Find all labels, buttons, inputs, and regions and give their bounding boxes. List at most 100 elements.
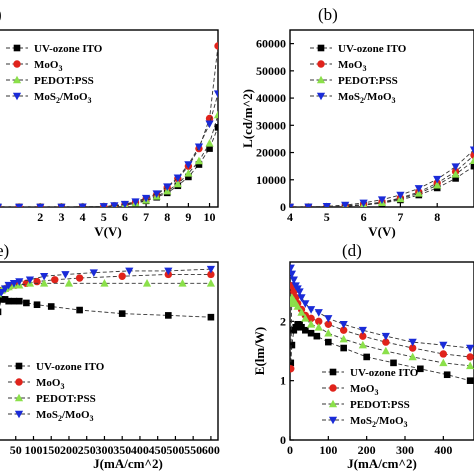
data-point: [195, 161, 203, 168]
data-point: [99, 203, 108, 207]
data-point: [377, 196, 387, 204]
series-3: [0, 90, 218, 207]
series-line: [0, 93, 218, 207]
legend-label: UV-ozone ITO: [350, 367, 419, 379]
data-point: [301, 314, 310, 322]
data-point: [118, 272, 126, 280]
data-point: [213, 90, 218, 99]
x-tick-label: 100: [319, 443, 337, 457]
x-axis-title: J(mA/cm^2): [347, 456, 417, 471]
data-point: [76, 306, 83, 314]
legend-entry: MoO3: [6, 59, 62, 73]
x-tick-label: 450: [149, 443, 167, 457]
data-point: [47, 303, 55, 310]
x-tick-label: 8: [434, 210, 440, 224]
data-point: [0, 293, 3, 298]
legend-entry: UV-ozone ITO: [322, 367, 419, 379]
data-point: [295, 288, 304, 296]
data-point: [293, 302, 302, 310]
data-point: [297, 308, 306, 316]
y-tick-label: 30000: [256, 118, 286, 132]
y-axis-title: E(lm/W): [252, 327, 267, 375]
data-point: [110, 202, 119, 207]
legend-label: MoO3: [350, 383, 378, 397]
data-point: [61, 271, 70, 279]
data-point: [36, 203, 45, 207]
legend-marker: [13, 44, 21, 52]
legend-label: UV-ozone ITO: [338, 43, 407, 55]
data-point: [470, 151, 474, 159]
data-point: [40, 272, 49, 281]
legend-entry: PEDOT:PSS: [322, 399, 410, 411]
data-point: [302, 326, 309, 334]
legend-entry: UV-ozone ITO: [310, 43, 407, 55]
legend-label: MoS2/MoO3: [36, 409, 94, 423]
series-line: [290, 296, 471, 367]
panel-d: 0 100 200 300 400 0 1 2 J(mA/cm^2) E(lm/W) (d) UV-o…: [252, 241, 474, 471]
data-point: [290, 276, 298, 285]
legend-marker: [317, 60, 325, 68]
data-point: [466, 361, 474, 370]
legend-marker: [14, 410, 24, 419]
series-2: [0, 110, 218, 207]
data-point: [0, 285, 10, 293]
y-tick-label: 2: [280, 314, 286, 328]
data-point: [178, 279, 187, 287]
data-point: [25, 276, 35, 285]
data-point: [206, 265, 216, 274]
x-tick-label: 150: [42, 443, 60, 457]
x-tick-label: 8: [164, 210, 170, 224]
data-point: [439, 350, 448, 358]
series-0: [290, 321, 474, 384]
data-point: [451, 170, 460, 178]
data-point: [359, 199, 368, 207]
data-point: [414, 185, 423, 193]
legend-entry: MoS2/MoO3: [322, 415, 408, 429]
y-tick-label: 20000: [256, 146, 286, 160]
data-point: [152, 190, 161, 199]
y-tick-label: 50000: [256, 64, 286, 78]
x-tick-label: 200: [358, 443, 376, 457]
x-tick-label: 4: [287, 210, 293, 224]
legend: UV-ozone ITO MoO3 PEDOT:PSS MoS2/MoO3: [6, 43, 103, 105]
data-point: [290, 203, 295, 207]
data-point: [470, 162, 474, 170]
data-point: [314, 322, 323, 331]
x-tick-label: 50: [10, 443, 22, 457]
data-point: [359, 332, 367, 340]
data-point: [10, 297, 18, 305]
data-point: [0, 308, 2, 316]
x-tick-label: 300: [396, 443, 414, 457]
data-point: [358, 340, 367, 349]
legend-marker: [15, 362, 23, 370]
panel-c: 50 100 150 200 250 300 350 400 450 500 550 600 J(mA/…: [0, 241, 220, 471]
series-1: [290, 282, 474, 373]
x-tick-label: 6: [122, 210, 128, 224]
data-point: [164, 267, 173, 276]
data-point: [214, 42, 218, 50]
data-point: [5, 297, 12, 305]
legend-marker: [328, 399, 338, 408]
data-point: [78, 203, 87, 207]
legend-entry: MoO3: [8, 377, 64, 391]
y-tick-label: 1: [280, 374, 286, 388]
panel-label: (b): [318, 5, 338, 24]
legend-entry: UV-ozone ITO: [8, 361, 105, 373]
plot-area: [0, 42, 218, 207]
legend-marker: [316, 75, 326, 84]
data-point: [0, 203, 3, 207]
series-3: [290, 146, 474, 207]
data-point: [433, 175, 442, 184]
data-point: [307, 314, 315, 323]
x-tick-label: 400: [131, 443, 149, 457]
data-point: [324, 320, 333, 328]
data-point: [290, 359, 295, 367]
legend-label: UV-ozone ITO: [34, 43, 103, 55]
legend-label: PEDOT:PSS: [350, 399, 410, 411]
x-axis-title: J(mA/cm^2): [93, 456, 163, 471]
data-point: [408, 344, 417, 352]
data-point: [290, 365, 295, 373]
y-tick-label: 40000: [256, 91, 286, 105]
data-point: [125, 267, 134, 276]
